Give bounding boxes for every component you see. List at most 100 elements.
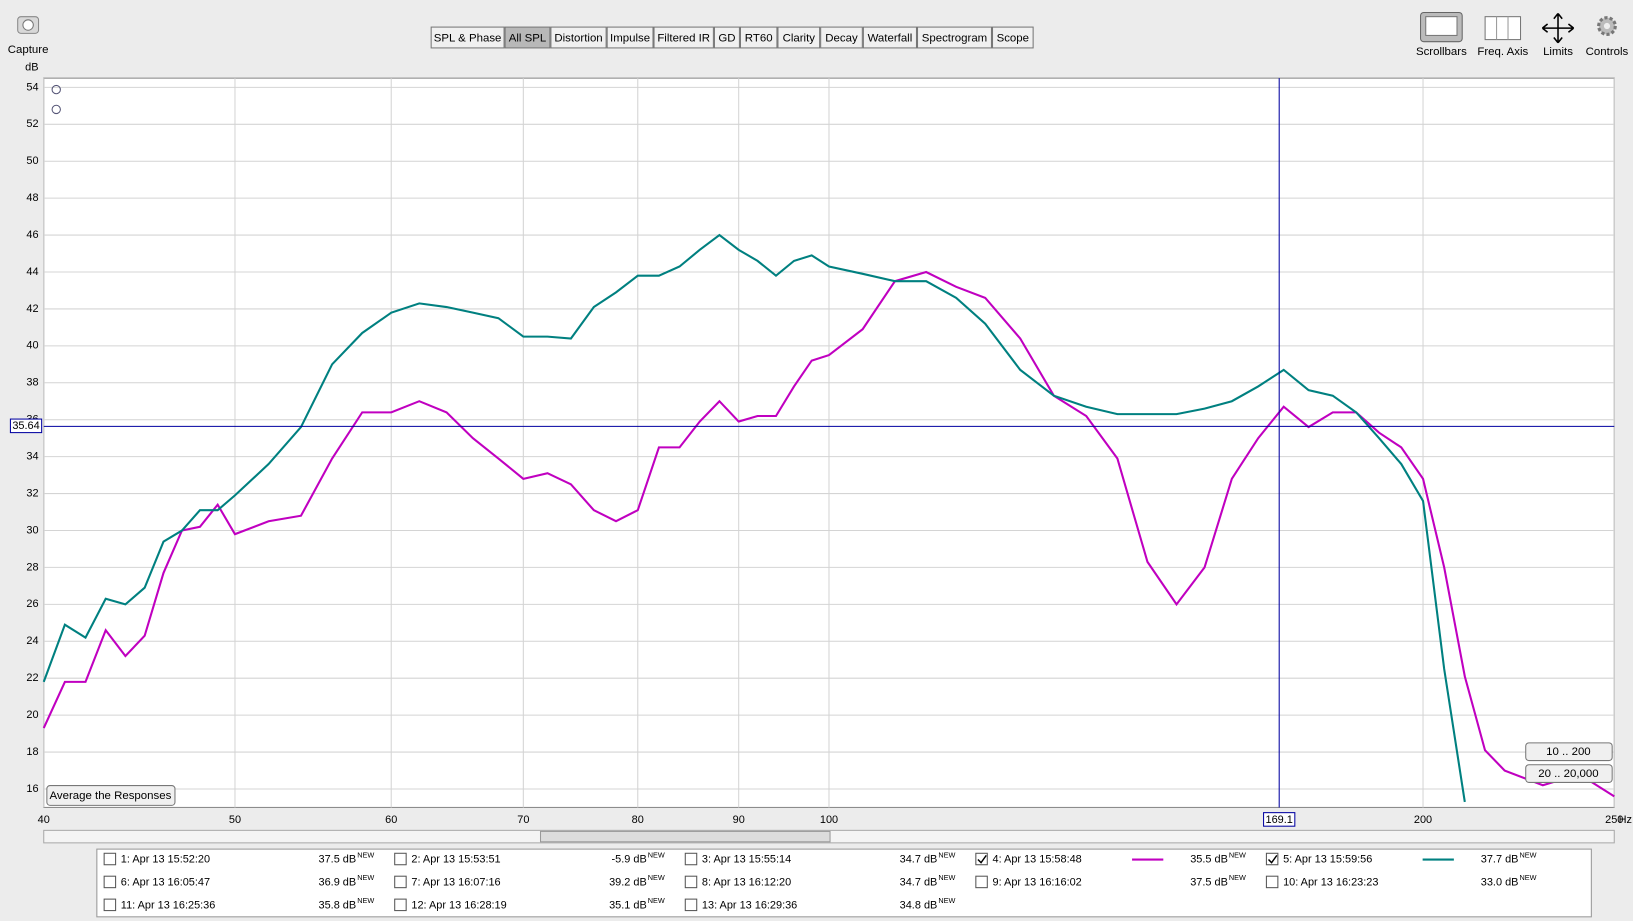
tab-button[interactable] — [917, 26, 992, 49]
tab-label[interactable]: All SPL — [509, 33, 547, 45]
capture-button[interactable]: Capture — [8, 16, 49, 56]
measurement-name[interactable]: 4: Apr 13 15:58:48 — [993, 853, 1082, 865]
checkbox[interactable] — [1265, 875, 1279, 889]
measurement-name[interactable]: 13: Apr 13 16:29:36 — [702, 899, 797, 911]
measurement-name[interactable]: 9: Apr 13 16:16:02 — [993, 876, 1082, 888]
zoom-preset-label[interactable]: 20 .. 20,000 — [1538, 768, 1598, 780]
tab-button[interactable] — [550, 26, 607, 49]
tab-button[interactable] — [606, 26, 654, 49]
tab-button[interactable] — [504, 26, 551, 49]
average-button[interactable] — [46, 785, 176, 806]
measurement-name[interactable]: 3: Apr 13 15:55:14 — [702, 853, 791, 865]
zoom-in-icon[interactable] — [51, 84, 61, 95]
checkbox[interactable] — [975, 852, 988, 866]
tool-label[interactable]: Controls — [1586, 46, 1629, 58]
tab[interactable]: SPL & Phase — [430, 26, 505, 49]
freq-axis-icon — [1484, 16, 1522, 41]
tab-button[interactable] — [862, 26, 918, 49]
tab-label[interactable]: SPL & Phase — [434, 33, 502, 45]
tab-button[interactable] — [713, 26, 740, 49]
checkbox[interactable] — [103, 875, 117, 889]
measurement-panel — [96, 848, 1592, 918]
tool-label[interactable]: Freq. Axis — [1477, 46, 1528, 58]
x-tick-label: 70 — [517, 814, 529, 826]
checkbox[interactable] — [394, 875, 407, 889]
y-tick-label: 38 — [26, 377, 38, 389]
tab-label[interactable]: GD — [718, 33, 735, 45]
tab-button[interactable] — [739, 26, 778, 49]
y-tick-label: 54 — [26, 81, 38, 93]
tab[interactable]: GD — [713, 26, 740, 49]
checkbox[interactable] — [684, 898, 698, 912]
tool-icons — [1420, 11, 1617, 44]
measurement-level: 35.8 dB — [319, 899, 357, 911]
checkmark — [977, 854, 987, 864]
tab[interactable]: Decay — [820, 26, 863, 49]
average-label[interactable]: Average the Responses — [49, 790, 171, 802]
measurement-level: 35.1 dB — [609, 899, 647, 911]
tab[interactable]: Clarity — [777, 26, 821, 49]
measurement-level: 36.9 dB — [319, 876, 357, 888]
tab-label[interactable]: RT60 — [745, 33, 773, 45]
checkbox[interactable] — [394, 898, 407, 912]
checkbox[interactable] — [103, 852, 117, 866]
zoom-preset-button[interactable] — [1525, 742, 1613, 762]
y-tick-label: 16 — [26, 783, 38, 795]
x-tick-label: 40 — [38, 814, 50, 826]
checkbox[interactable] — [684, 852, 698, 866]
y-tick-label: 22 — [26, 672, 38, 684]
new-badge: NEW — [357, 873, 374, 882]
tab[interactable]: RT60 — [739, 26, 778, 49]
y-tick-label: 20 — [26, 709, 38, 721]
tab-button[interactable] — [653, 26, 714, 49]
tab[interactable]: Impulse — [606, 26, 654, 49]
tab-label[interactable]: Clarity — [783, 33, 816, 45]
tab-label[interactable]: Filtered IR — [657, 33, 710, 45]
new-badge: NEW — [357, 896, 374, 905]
checkbox[interactable] — [684, 875, 698, 889]
measurement-list: 1: Apr 13 15:52:20 37.5 dB NEW 2: Apr 13 15… — [103, 850, 1537, 912]
checkbox[interactable] — [394, 852, 407, 866]
tab-button[interactable] — [430, 26, 505, 49]
zoom-preset-label[interactable]: 10 .. 200 — [1546, 746, 1591, 758]
tab-label[interactable]: Waterfall — [868, 33, 913, 45]
zoom-out-icon[interactable] — [51, 104, 61, 115]
tab[interactable]: All SPL — [504, 26, 551, 49]
tab[interactable]: Scope — [991, 26, 1034, 49]
measurement-level: -5.9 dB — [612, 853, 647, 865]
measurement-name[interactable]: 8: Apr 13 16:12:20 — [702, 876, 791, 888]
new-badge: NEW — [1229, 850, 1246, 859]
measurement-name[interactable]: 10: Apr 13 16:23:23 — [1283, 876, 1378, 888]
tab-label[interactable]: Decay — [825, 33, 858, 45]
cursor-x-box — [1263, 812, 1296, 827]
tab-label[interactable]: Impulse — [610, 33, 650, 45]
cursor-x-label: 169.1 — [1266, 814, 1293, 826]
checkbox[interactable] — [1265, 852, 1279, 866]
tab-button[interactable] — [991, 26, 1034, 49]
zoom-preset-button[interactable] — [1525, 764, 1613, 783]
measurement-name[interactable]: 1: Apr 13 15:52:20 — [121, 853, 210, 865]
tab-label[interactable]: Scope — [997, 33, 1029, 45]
y-tick-label: 34 — [26, 451, 38, 463]
h-scrollbar-thumb[interactable] — [539, 830, 831, 843]
tab-label[interactable]: Spectrogram — [922, 33, 987, 45]
measurement-name[interactable]: 6: Apr 13 16:05:47 — [121, 876, 210, 888]
tab[interactable]: Waterfall — [862, 26, 918, 49]
tool-label[interactable]: Limits — [1543, 46, 1573, 58]
measurement-name[interactable]: 11: Apr 13 16:25:36 — [121, 899, 216, 911]
tab-button[interactable] — [820, 26, 863, 49]
tab[interactable]: Distortion — [550, 26, 607, 49]
measurement-name[interactable]: 12: Apr 13 16:28:19 — [411, 899, 506, 911]
measurement-name[interactable]: 5: Apr 13 15:59:56 — [1283, 853, 1372, 865]
controls-icon-hub — [1603, 22, 1611, 30]
tab[interactable]: Spectrogram — [917, 26, 992, 49]
tool-label[interactable]: Scrollbars — [1416, 46, 1467, 58]
checkbox[interactable] — [975, 875, 988, 889]
measurement-name[interactable]: 7: Apr 13 16:07:16 — [411, 876, 500, 888]
tab-label[interactable]: Distortion — [554, 33, 602, 45]
tab-button[interactable] — [777, 26, 821, 49]
x-tick-label: 250 — [1605, 814, 1623, 826]
tab[interactable]: Filtered IR — [653, 26, 714, 49]
checkbox[interactable] — [103, 898, 117, 912]
measurement-name[interactable]: 2: Apr 13 15:53:51 — [411, 853, 500, 865]
